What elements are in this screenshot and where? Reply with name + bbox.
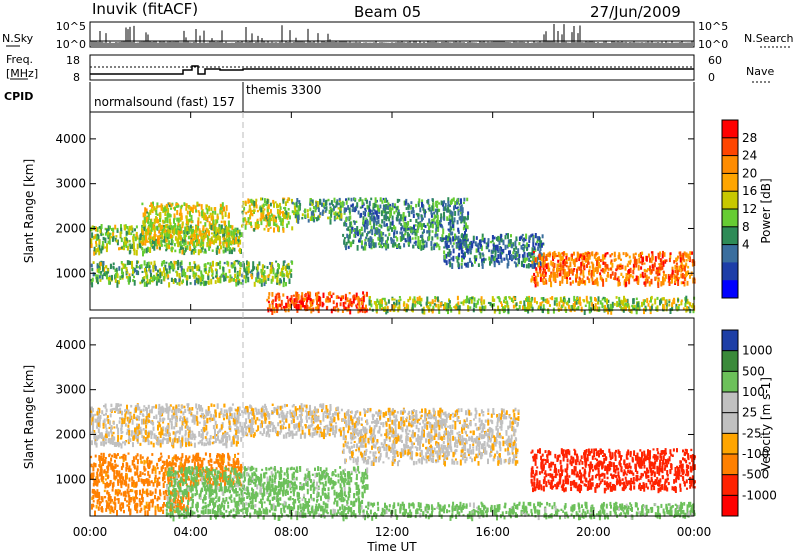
velocity-ytick-label: 3000 xyxy=(55,383,86,397)
velocity-echo-region xyxy=(530,448,696,494)
power-colorbar-swatch xyxy=(722,155,738,174)
nsearch-label: N.Search xyxy=(744,32,794,45)
velocity-colorbar-label: Velocity [m s-1] xyxy=(759,377,773,471)
velocity-echo-region xyxy=(90,452,243,489)
power-ytick-label: 3000 xyxy=(55,177,86,191)
velocity-colorbar-tick: -25 xyxy=(742,426,762,440)
power-colorbar-tick: 28 xyxy=(742,131,757,145)
power-echo-region xyxy=(442,233,545,270)
velocity-colorbar-swatch xyxy=(722,495,738,517)
power-colorbar-tick: 8 xyxy=(742,220,750,234)
power-echo-region xyxy=(341,197,470,251)
xtick-label: 08:00 xyxy=(274,525,309,539)
velocity-ylabel: Slant Range [km] xyxy=(22,365,36,469)
cpid-panel: CPID normalsound (fast) 157 themis 3300 xyxy=(4,82,695,112)
xaxis-label: Time UT xyxy=(366,540,417,554)
nave-tick-bottom: 0 xyxy=(708,71,715,84)
nsky-panel: 10^5 10^0 10^5 10^0 N.Sky N.Search xyxy=(2,20,794,51)
power-ytick-label: 4000 xyxy=(55,132,86,146)
date-title: 27/Jun/2009 xyxy=(590,3,681,21)
power-colorbar-swatch xyxy=(722,280,738,299)
power-colorbar-swatch xyxy=(722,244,738,263)
power-echo-region xyxy=(90,259,294,288)
cpid-mode-2: themis 3300 xyxy=(246,83,321,97)
power-colorbar-tick: 24 xyxy=(742,149,757,163)
velocity-echo-region xyxy=(90,403,243,449)
power-echo-region xyxy=(266,291,368,315)
nave-tick-top: 60 xyxy=(708,54,722,67)
power-ylabel: Slant Range [km] xyxy=(22,159,36,263)
velocity-colorbar-swatch xyxy=(722,350,738,372)
power-echo-region xyxy=(241,197,294,233)
power-echo-region xyxy=(368,295,696,315)
nsearch-tick-top: 10^5 xyxy=(698,20,728,33)
velocity-colorbar-tick: -500 xyxy=(742,468,769,482)
xtick-label: 00:00 xyxy=(677,525,712,539)
power-colorbar-swatch xyxy=(722,262,738,281)
velocity-ytick-label: 2000 xyxy=(55,427,86,441)
beam-title: Beam 05 xyxy=(354,3,421,21)
xtick-label: 04:00 xyxy=(173,525,208,539)
freq-label: Freq. xyxy=(6,53,33,66)
nave-label: Nave xyxy=(746,65,774,78)
power-colorbar-swatch xyxy=(722,226,738,246)
xtick-label: 12:00 xyxy=(375,525,410,539)
velocity-echo-region xyxy=(241,403,344,440)
xtick-label: 20:00 xyxy=(576,525,611,539)
velocity-colorbar: 1000 500 100 25 -25 -100 -500 -1000 Velocity [m… xyxy=(721,329,777,517)
power-colorbar-tick: 4 xyxy=(742,238,750,252)
velocity-colorbar-swatch xyxy=(722,412,738,434)
freq-panel: 18 8 60 0 Freq. [MHz] Nave xyxy=(6,53,774,84)
power-colorbar-tick: 16 xyxy=(742,184,757,198)
freq-tick-top: 18 xyxy=(66,54,80,67)
power-ytick-label: 1000 xyxy=(55,266,86,280)
freq-unit-label: [MHz] xyxy=(6,67,38,80)
velocity-colorbar-tick: 100 xyxy=(742,385,765,399)
power-colorbar: 28 24 20 16 12 8 4 Power [dB] xyxy=(721,119,773,299)
cpid-mode-1: normalsound (fast) 157 xyxy=(94,95,235,109)
nsky-label: N.Sky xyxy=(2,32,34,45)
power-colorbar-swatch xyxy=(722,173,738,192)
velocity-colorbar-swatch xyxy=(722,454,738,476)
power-colorbar-swatch xyxy=(722,120,738,139)
power-colorbar-tick: 12 xyxy=(742,202,757,216)
power-echo-region xyxy=(140,201,231,248)
power-colorbar-swatch xyxy=(722,191,738,210)
station-title: Inuvik (fitACF) xyxy=(92,0,198,18)
cpid-label: CPID xyxy=(4,90,33,103)
velocity-echo-region xyxy=(341,407,520,467)
power-colorbar-swatch xyxy=(722,137,738,157)
velocity-colorbar-swatch xyxy=(722,371,738,393)
velocity-echo-region xyxy=(366,501,696,522)
nsky-tick-top: 10^5 xyxy=(56,20,86,33)
velocity-colorbar-swatch xyxy=(722,433,738,455)
power-colorbar-tick: 20 xyxy=(742,166,757,180)
velocity-echo-region xyxy=(165,465,369,522)
power-echo-region xyxy=(291,197,343,225)
velocity-colorbar-tick: 25 xyxy=(742,406,757,420)
power-colorbar-swatch xyxy=(722,209,738,228)
velocity-colorbar-swatch xyxy=(722,330,738,352)
power-colorbar-label: Power [dB] xyxy=(759,178,773,243)
velocity-colorbar-swatch xyxy=(722,474,738,496)
power-ytick-label: 2000 xyxy=(55,221,86,235)
velocity-colorbar-tick: -100 xyxy=(742,447,769,461)
xtick-label: 16:00 xyxy=(475,525,510,539)
nsky-tick-bottom: 10^0 xyxy=(56,38,86,51)
power-echo-region xyxy=(530,250,696,288)
velocity-colorbar-tick: 1000 xyxy=(742,344,773,358)
time-axis: 00:00 04:00 08:00 12:00 16:00 20:00 00:00 xyxy=(73,112,712,539)
velocity-ytick-label: 1000 xyxy=(55,472,86,486)
nsearch-tick-bottom: 10^0 xyxy=(698,38,728,51)
velocity-colorbar-tick: -1000 xyxy=(742,488,777,502)
velocity-colorbar-tick: 500 xyxy=(742,364,765,378)
velocity-panel: 1000 2000 3000 4000 Slant Range [km] xyxy=(22,317,696,522)
power-panel: 1000 2000 3000 4000 Slant Range [km] xyxy=(22,111,696,315)
velocity-ytick-label: 4000 xyxy=(55,338,86,352)
velocity-colorbar-swatch xyxy=(722,392,738,414)
freq-tick-bottom: 8 xyxy=(73,71,80,84)
xtick-label: 00:00 xyxy=(73,525,108,539)
